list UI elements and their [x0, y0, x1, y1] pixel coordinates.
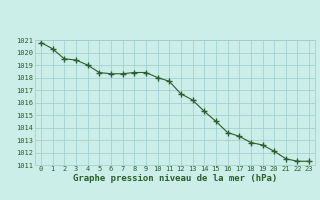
X-axis label: Graphe pression niveau de la mer (hPa): Graphe pression niveau de la mer (hPa): [73, 174, 277, 183]
